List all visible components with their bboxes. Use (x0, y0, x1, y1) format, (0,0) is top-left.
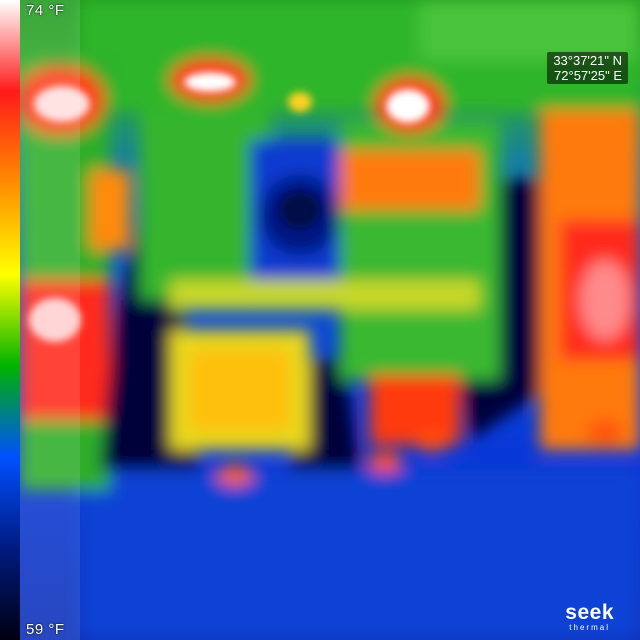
gps-coordinates: 33°37'21" N 72°57'25" E (547, 52, 628, 84)
scale-max-label: 74 °F (26, 2, 65, 19)
gps-longitude: 72°57'25" E (554, 68, 622, 83)
seek-thermal-logo: seek thermal (565, 601, 614, 632)
gps-latitude: 33°37'21" N (553, 53, 622, 68)
temperature-scale-bar (0, 0, 20, 640)
scale-overlay-strip (20, 0, 80, 640)
logo-word: seek (565, 601, 614, 624)
logo-sub: thermal (569, 623, 610, 632)
scale-min-label: 59 °F (26, 621, 65, 638)
